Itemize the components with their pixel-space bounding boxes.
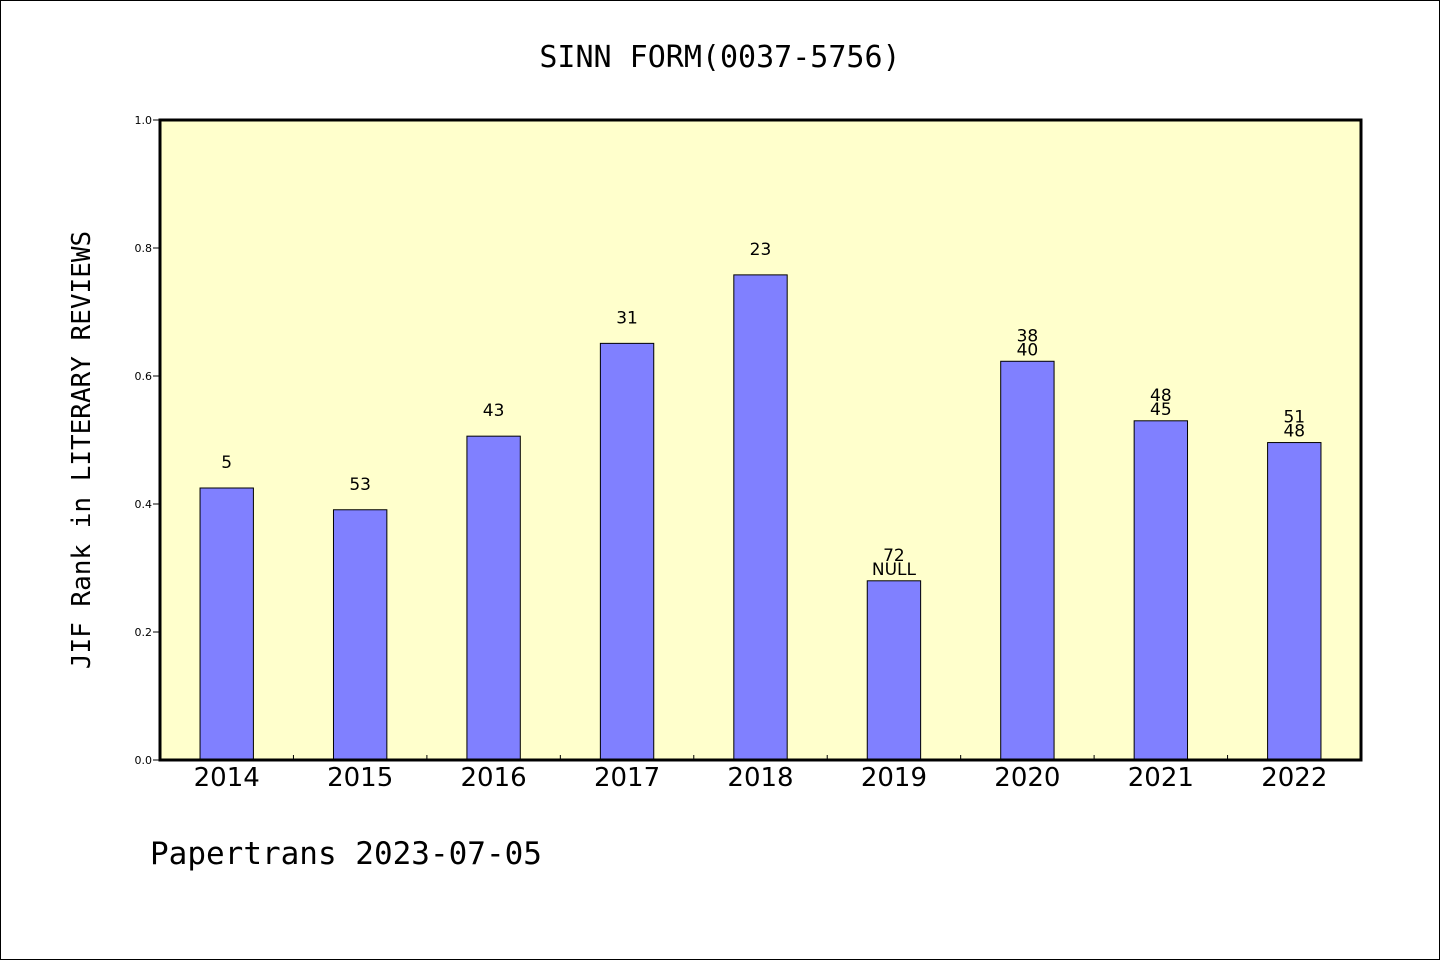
y-axis: 0.0 0.2 0.4 0.6 0.8 1.0 <box>135 114 160 767</box>
y-tick-label: 0.2 <box>135 626 153 639</box>
bar-data-label: 48 <box>1150 386 1172 406</box>
y-tick-label: 0.8 <box>135 242 153 255</box>
bar <box>733 274 788 761</box>
bar <box>332 509 388 761</box>
bar-data-label: NULL <box>872 560 917 580</box>
bar-data-label: 31 <box>616 308 638 328</box>
bar <box>466 435 521 761</box>
bar <box>866 580 922 761</box>
bar-data-label: 53 <box>349 475 371 495</box>
x-tick-label: 2016 <box>461 763 527 793</box>
bar-data-label: 48 <box>1283 422 1305 442</box>
bar <box>1267 442 1322 761</box>
bar-data-label: 5 <box>221 453 232 473</box>
x-tick-label: 2014 <box>194 763 260 793</box>
x-tick-label: 2019 <box>861 763 927 793</box>
x-tick-label: 2018 <box>727 763 793 793</box>
x-tick-label: 2021 <box>1128 763 1194 793</box>
bar <box>1000 360 1055 761</box>
bar-data-label: 43 <box>483 401 505 421</box>
bar-data-label: 40 <box>1017 340 1039 360</box>
x-tick-label: 2020 <box>994 763 1060 793</box>
x-tick-label: 2017 <box>594 763 660 793</box>
y-tick-label: 1.0 <box>135 114 153 127</box>
x-tick-label: 2015 <box>327 763 393 793</box>
footer-text: Papertrans 2023-07-05 <box>150 836 542 872</box>
bar-data-label: 51 <box>1283 408 1305 428</box>
y-axis-label: JIF Rank in LITERARY REVIEWS <box>67 231 97 669</box>
bar-data-label: 45 <box>1150 400 1172 420</box>
bar <box>599 342 655 761</box>
bar <box>1133 420 1189 761</box>
y-tick-label: 0.0 <box>135 754 153 767</box>
bar-data-label: 72 <box>883 546 905 566</box>
y-tick-label: 0.6 <box>135 370 153 383</box>
y-tick-label: 0.4 <box>135 498 153 511</box>
bar <box>199 487 254 761</box>
bar-data-label: 23 <box>750 240 772 260</box>
x-axis: 2014 2015 2016 2017 2018 2019 2020 2021 2022 <box>194 755 1327 793</box>
x-tick-label: 2022 <box>1261 763 1327 793</box>
chart-title: SINN FORM(0037-5756) <box>539 40 900 75</box>
bar-data-label: 38 <box>1017 326 1039 346</box>
plot-border <box>158 118 1363 762</box>
